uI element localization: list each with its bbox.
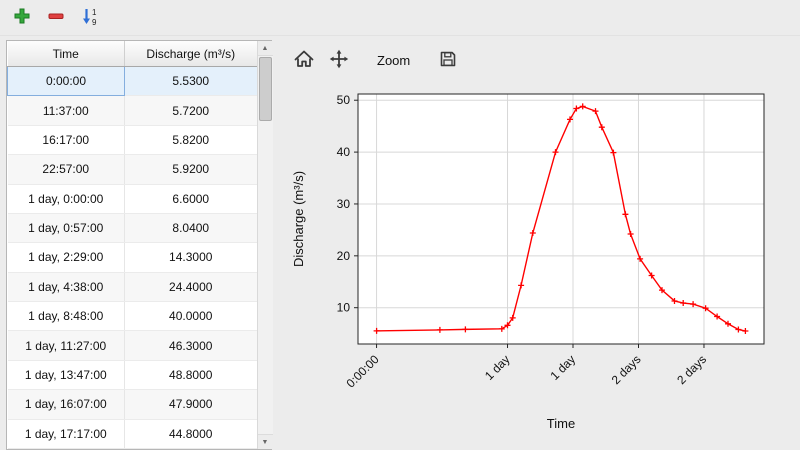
add-row-button[interactable] [10,6,34,30]
table-row[interactable]: 0:00:00 5.5300 [7,65,257,97]
svg-text:Discharge (m³/s): Discharge (m³/s) [291,171,306,267]
scroll-up-button[interactable]: ▲ [257,41,273,56]
time-cell[interactable]: 1 day, 4:38:00 [7,272,125,303]
time-column-header[interactable]: Time [7,41,125,67]
svg-text:10: 10 [337,301,351,315]
table-header-row: Time Discharge (m³/s) [7,41,257,67]
home-icon [293,49,315,72]
zoom-button[interactable]: Zoom [372,46,415,74]
discharge-cell[interactable]: 46.3000 [124,330,257,361]
discharge-cell[interactable]: 24.4000 [124,272,257,303]
table-row[interactable]: 1 day, 17:17:00 44.8000 [7,419,257,449]
table-row[interactable]: 1 day, 2:29:00 14.3000 [7,242,257,273]
discharge-cell[interactable]: 47.9000 [124,389,257,420]
time-cell[interactable]: 0:00:00 [7,65,125,97]
svg-text:Time: Time [547,416,575,431]
scroll-down-button[interactable]: ▼ [257,434,273,449]
table-row[interactable]: 22:57:00 5.9200 [7,154,257,185]
table-scrollbar[interactable]: ▲ ▼ [256,41,273,449]
sort-numeric-down-icon: 1 9 [81,7,100,29]
svg-text:20: 20 [337,249,351,263]
table-row[interactable]: 1 day, 0:00:00 6.6000 [7,184,257,214]
svg-text:1 day: 1 day [482,352,513,383]
svg-text:50: 50 [337,93,351,107]
time-cell[interactable]: 1 day, 8:48:00 [7,301,125,332]
svg-text:2 days: 2 days [609,352,644,387]
table-row[interactable]: 1 day, 8:48:00 40.0000 [7,301,257,332]
discharge-cell[interactable]: 5.5300 [124,66,257,97]
table-row[interactable]: 1 day, 0:57:00 8.0400 [7,213,257,244]
table-row[interactable]: 1 day, 16:07:00 47.9000 [7,389,257,420]
time-cell[interactable]: 1 day, 17:17:00 [7,419,125,449]
pan-button[interactable] [324,46,354,74]
save-figure-button[interactable] [433,46,463,74]
remove-row-button[interactable] [44,6,68,30]
discharge-cell[interactable]: 6.6000 [124,184,257,214]
svg-text:9: 9 [92,18,97,26]
time-cell[interactable]: 22:57:00 [7,154,125,185]
plot-toolbar: Zoom [288,44,800,76]
svg-text:2 days: 2 days [674,352,709,387]
time-cell[interactable]: 16:17:00 [7,125,125,156]
scrollbar-thumb[interactable] [258,57,272,121]
time-cell[interactable]: 1 day, 0:57:00 [7,213,125,244]
pan-move-icon [329,49,349,72]
plot-panel: Zoom 10 20 30 40 50 0:00:00 1 day 1 day 2 days 2 … [280,40,800,450]
discharge-cell[interactable]: 48.8000 [124,360,257,391]
table-row[interactable]: 1 day, 13:47:00 48.8000 [7,360,257,391]
time-series-table: Time Discharge (m³/s) 0:00:00 5.5300 11:37… [7,41,257,449]
svg-text:40: 40 [337,145,351,159]
minus-icon [47,7,65,28]
discharge-cell[interactable]: 5.8200 [124,125,257,156]
svg-text:30: 30 [337,197,351,211]
sort-rows-button[interactable]: 1 9 [78,6,102,30]
svg-text:1 day: 1 day [547,352,578,383]
table-row[interactable]: 1 day, 11:27:00 46.3000 [7,330,257,361]
table-row[interactable]: 1 day, 4:38:00 24.4000 [7,272,257,303]
table-body: 0:00:00 5.5300 11:37:00 5.7200 16:17:00 5.820… [7,65,257,449]
discharge-column-header[interactable]: Discharge (m³/s) [124,41,257,67]
discharge-cell[interactable]: 44.8000 [124,419,257,449]
svg-text:0:00:00: 0:00:00 [343,352,381,390]
discharge-cell[interactable]: 5.7200 [124,95,257,126]
time-cell[interactable]: 1 day, 13:47:00 [7,360,125,391]
plus-icon [13,7,31,28]
time-cell[interactable]: 11:37:00 [7,95,125,126]
discharge-cell[interactable]: 8.0400 [124,213,257,244]
time-cell[interactable]: 1 day, 16:07:00 [7,389,125,420]
time-cell[interactable]: 1 day, 2:29:00 [7,242,125,273]
save-floppy-icon [438,49,458,72]
table-row[interactable]: 11:37:00 5.7200 [7,95,257,126]
discharge-cell[interactable]: 5.9200 [124,154,257,185]
time-cell[interactable]: 1 day, 0:00:00 [7,184,125,214]
main-toolbar: 1 9 [0,0,800,36]
discharge-hydrograph-plot[interactable]: 10 20 30 40 50 0:00:00 1 day 1 day 2 days 2 days T… [286,80,791,442]
time-series-table-panel: Time Discharge (m³/s) 0:00:00 5.5300 11:37… [6,40,273,450]
home-button[interactable] [288,46,320,74]
svg-text:1: 1 [92,8,97,17]
table-row[interactable]: 16:17:00 5.8200 [7,125,257,156]
time-cell[interactable]: 1 day, 11:27:00 [7,330,125,361]
discharge-cell[interactable]: 14.3000 [124,242,257,273]
discharge-cell[interactable]: 40.0000 [124,301,257,332]
